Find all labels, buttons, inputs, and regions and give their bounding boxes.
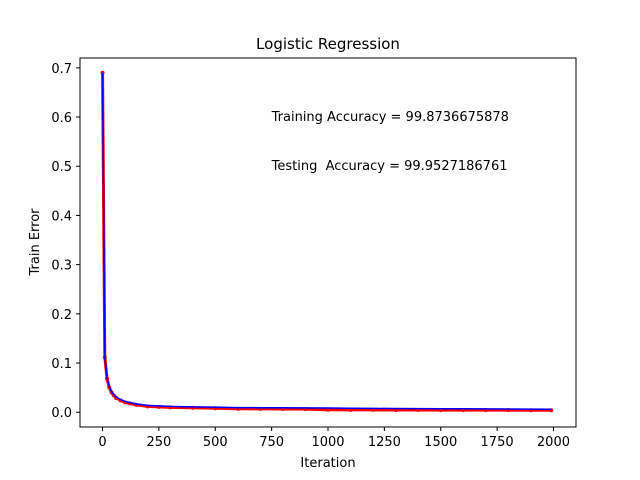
x-tick-label: 500 (203, 435, 228, 450)
x-tick-label: 250 (146, 435, 171, 450)
annotations: Training Accuracy = 99.8736675878 Testing… (271, 110, 509, 174)
x-tick-label: 1250 (368, 435, 401, 450)
y-axis: 0.0 0.1 0.2 0.3 0.4 0.5 0.6 0.7 (51, 62, 80, 421)
x-axis-label: Iteration (300, 456, 355, 471)
testing-accuracy-annotation: Testing Accuracy = 99.9527186761 (271, 159, 508, 174)
x-tick-label: 1500 (424, 435, 457, 450)
x-tick-label: 750 (259, 435, 284, 450)
y-tick-label: 0.1 (51, 357, 72, 372)
y-tick-label: 0.5 (51, 160, 72, 175)
y-tick-label: 0.3 (51, 259, 72, 274)
y-tick-label: 0.0 (51, 406, 72, 421)
y-tick-label: 0.7 (51, 62, 72, 77)
y-axis-label: Train Error (28, 208, 43, 277)
training-accuracy-annotation: Training Accuracy = 99.8736675878 (271, 110, 509, 125)
series-blue-line (101, 72, 552, 410)
y-tick-label: 0.4 (51, 209, 72, 224)
y-tick-label: 0.2 (51, 308, 72, 323)
x-tick-label: 2000 (537, 435, 570, 450)
series-layer (100, 70, 554, 413)
chart-title: Logistic Regression (256, 35, 400, 53)
x-tick-label: 0 (98, 435, 106, 450)
x-tick-label: 1000 (311, 435, 344, 450)
y-tick-label: 0.6 (51, 111, 72, 126)
x-tick-label: 1750 (481, 435, 514, 450)
x-axis: 0 250 500 750 1000 1250 1500 1750 2000 (98, 427, 570, 450)
